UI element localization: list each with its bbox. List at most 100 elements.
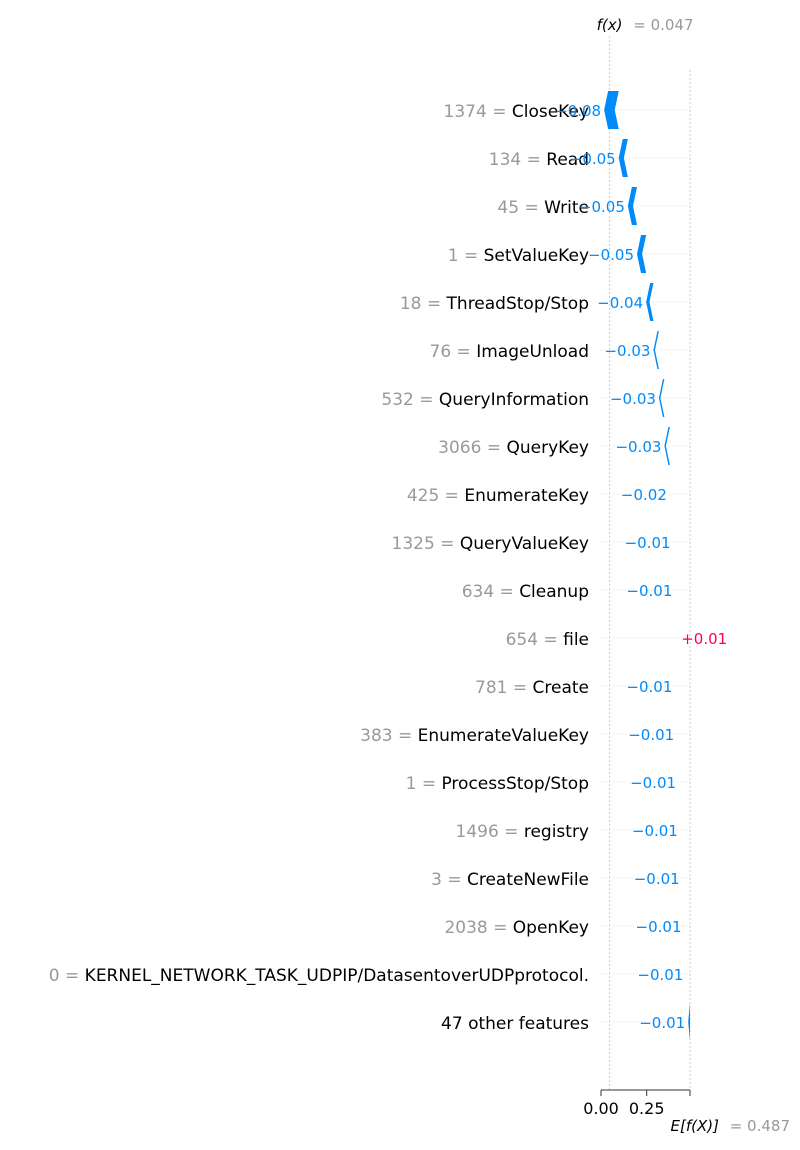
- base-label-name: E[f(X)]: [670, 1117, 719, 1135]
- base-value-label: E[f(X)] = 0.487: [670, 1117, 790, 1135]
- feature-value: 134 =: [489, 150, 547, 170]
- fx-label-value: = 0.047: [633, 16, 693, 34]
- bars-group: [604, 91, 690, 1041]
- feature-name: QueryKey: [507, 438, 590, 458]
- feature-value: 1325 =: [392, 534, 460, 554]
- row-gridlines: [601, 109, 690, 1023]
- feature-label: 383 = EnumerateValueKey: [360, 726, 589, 746]
- negative-bar: [679, 763, 681, 801]
- negative-bar: [653, 331, 659, 369]
- feature-value: 1496 =: [456, 822, 524, 842]
- feature-name: KERNEL_NETWORK_TASK_UDPIP/DatasentoverUD…: [85, 966, 589, 986]
- contribution-label: −0.01: [630, 774, 676, 792]
- negative-bar: [664, 427, 670, 465]
- negative-bar: [686, 955, 689, 993]
- negative-bar: [637, 235, 647, 273]
- contribution-label: +0.01: [681, 630, 727, 648]
- feature-value: 18 =: [400, 294, 447, 314]
- feature-label: 781 = Create: [475, 678, 589, 698]
- feature-name: OpenKey: [513, 918, 589, 938]
- feature-label: 1 = ProcessStop/Stop: [406, 774, 589, 794]
- contribution-labels-group: −0.08 −0.05 −0.05 −0.05 −0.04 −0.03 −0.03 −0.03…: [555, 102, 727, 1032]
- feature-value: 781 =: [475, 678, 533, 698]
- contribution-label: −0.05: [588, 246, 634, 264]
- contribution-label: −0.05: [579, 198, 625, 216]
- negative-bar: [682, 859, 685, 897]
- feature-label: 45 = Write: [497, 198, 589, 218]
- feature-label: 654 = file: [506, 630, 589, 650]
- contribution-label: −0.03: [615, 438, 661, 456]
- feature-value: 425 =: [407, 486, 465, 506]
- feature-name: SetValueKey: [484, 246, 589, 266]
- base-label-value: = 0.487: [730, 1117, 790, 1135]
- feature-label: 425 = EnumerateKey: [407, 486, 589, 506]
- feature-label: 1374 = CloseKey: [444, 102, 589, 122]
- negative-bar: [604, 91, 619, 129]
- feature-value: 45 =: [497, 198, 544, 218]
- feature-label: 1325 = QueryValueKey: [392, 534, 590, 554]
- negative-bar: [618, 139, 628, 177]
- feature-name: QueryValueKey: [460, 534, 589, 554]
- feature-name: Create: [533, 678, 590, 698]
- feature-label: 3 = CreateNewFile: [431, 870, 589, 890]
- feature-name: 47 other features: [441, 1014, 589, 1034]
- feature-value: 654 =: [506, 630, 564, 650]
- contribution-label: −0.01: [636, 918, 682, 936]
- feature-label: 2038 = OpenKey: [444, 918, 589, 938]
- contribution-label: −0.08: [555, 102, 601, 120]
- feature-name: EnumerateKey: [464, 486, 589, 506]
- feature-value: 1 =: [448, 246, 484, 266]
- feature-value: 0 =: [49, 966, 85, 986]
- negative-bar: [675, 667, 678, 705]
- feature-labels-group: 1374 = CloseKey 134 = Read 45 = Write 1 = S…: [49, 102, 589, 1034]
- fx-label-name: f(x): [597, 16, 623, 34]
- contribution-label: −0.03: [610, 390, 656, 408]
- feature-label: 1 = SetValueKey: [448, 246, 589, 266]
- contribution-label: −0.01: [637, 966, 683, 984]
- feature-name: ProcessStop/Stop: [441, 774, 589, 794]
- x-axis-ticks: 0.00 0.25: [583, 1090, 691, 1118]
- feature-label: 47 other features: [441, 1014, 589, 1034]
- negative-bar: [675, 571, 678, 609]
- feature-name: Read: [546, 150, 589, 170]
- feature-name: file: [563, 630, 589, 650]
- contribution-label: −0.02: [621, 486, 667, 504]
- contribution-label: −0.01: [632, 822, 678, 840]
- positive-bar: [675, 619, 678, 657]
- feature-label: 3066 = QueryKey: [438, 438, 589, 458]
- feature-name: CreateNewFile: [467, 870, 589, 890]
- feature-name: QueryInformation: [439, 390, 589, 410]
- contribution-label: −0.04: [597, 294, 643, 312]
- contribution-label: −0.01: [634, 870, 680, 888]
- feature-value: 1 =: [406, 774, 442, 794]
- feature-value: 3 =: [431, 870, 467, 890]
- feature-value: 383 =: [360, 726, 418, 746]
- feature-name: ThreadStop/Stop: [446, 294, 589, 314]
- feature-name: registry: [524, 822, 589, 842]
- feature-value: 532 =: [381, 390, 439, 410]
- contribution-label: −0.01: [628, 726, 674, 744]
- feature-name: Write: [544, 198, 589, 218]
- x-tick-label: 0.00: [583, 1099, 619, 1118]
- feature-label: 634 = Cleanup: [462, 582, 589, 602]
- feature-value: 2038 =: [444, 918, 512, 938]
- feature-label: 532 = QueryInformation: [381, 390, 589, 410]
- negative-bar: [646, 283, 654, 321]
- feature-label: 134 = Read: [489, 150, 589, 170]
- x-tick-label: 0.25: [629, 1099, 665, 1118]
- negative-bar: [627, 187, 638, 225]
- feature-name: ImageUnload: [476, 342, 589, 362]
- fx-label: f(x) = 0.047: [597, 16, 694, 34]
- negative-bar: [658, 379, 665, 417]
- feature-value: 3066 =: [438, 438, 506, 458]
- feature-value: 1374 =: [444, 102, 512, 122]
- negative-bar: [688, 1003, 690, 1041]
- feature-name: Cleanup: [519, 582, 589, 602]
- feature-value: 634 =: [462, 582, 520, 602]
- contribution-label: −0.01: [626, 582, 672, 600]
- contribution-label: −0.01: [626, 678, 672, 696]
- feature-label: 0 = KERNEL_NETWORK_TASK_UDPIP/Datasentov…: [49, 966, 589, 986]
- contribution-label: −0.05: [570, 150, 616, 168]
- feature-label: 18 = ThreadStop/Stop: [400, 294, 589, 314]
